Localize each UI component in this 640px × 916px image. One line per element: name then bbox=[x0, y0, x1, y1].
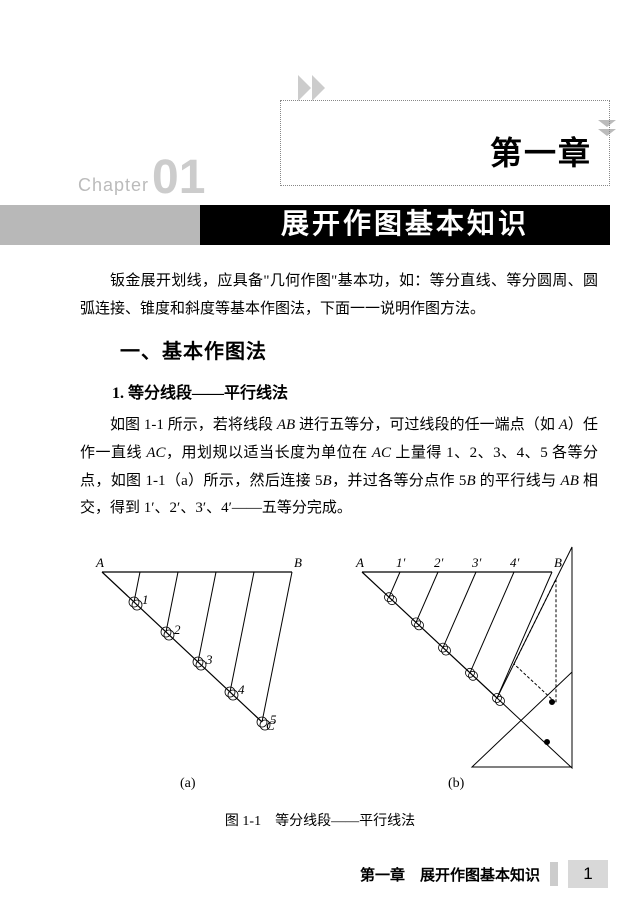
chapter-label-en: Chapter bbox=[78, 175, 149, 196]
svg-text:B: B bbox=[294, 555, 302, 570]
figure-label-b: (b) bbox=[448, 776, 464, 792]
figure-svg: AB C 12345 AB 1′2′3′4′ bbox=[72, 542, 592, 792]
svg-text:A: A bbox=[95, 555, 104, 570]
svg-text:2′: 2′ bbox=[434, 555, 444, 570]
svg-text:1: 1 bbox=[142, 592, 149, 607]
chapter-number-cn: 第一章 bbox=[490, 128, 592, 174]
svg-text:B: B bbox=[554, 555, 562, 570]
figure-label-a: (a) bbox=[180, 776, 196, 792]
chapter-title: 展开作图基本知识 bbox=[200, 205, 610, 245]
svg-text:3′: 3′ bbox=[471, 555, 482, 570]
svg-text:4′: 4′ bbox=[510, 555, 520, 570]
svg-text:4: 4 bbox=[238, 682, 245, 697]
subsection-heading-1: 1. 等分线段——平行线法 bbox=[112, 379, 598, 409]
page-number: 1 bbox=[568, 860, 608, 888]
svg-text:2: 2 bbox=[174, 622, 181, 637]
svg-text:3: 3 bbox=[205, 652, 213, 667]
svg-text:1′: 1′ bbox=[396, 555, 406, 570]
page-footer: 第一章 展开作图基本知识 1 bbox=[360, 860, 608, 888]
footer-chapter-title: 第一章 展开作图基本知识 bbox=[360, 864, 540, 885]
intro-paragraph: 钣金展开划线，应具备"几何作图"基本功，如：等分直线、等分圆周、圆弧连接、锥度和… bbox=[80, 268, 598, 324]
section-heading-1: 一、基本作图法 bbox=[120, 334, 598, 371]
svg-text:5: 5 bbox=[270, 712, 277, 727]
figure-caption: 图 1-1 等分线段——平行线法 bbox=[0, 810, 640, 830]
svg-text:A: A bbox=[355, 555, 364, 570]
chapter-number: 01 bbox=[152, 150, 205, 205]
footer-divider bbox=[550, 862, 558, 886]
figure-1-1: AB C 12345 AB 1′2′3′4′ (a) (b) bbox=[72, 542, 598, 802]
chapter-header: 第一章 Chapter 01 bbox=[0, 0, 640, 200]
body-content: 钣金展开划线，应具备"几何作图"基本功，如：等分直线、等分圆周、圆弧连接、锥度和… bbox=[80, 268, 598, 523]
subsection-body-1: 如图 1-1 所示，若将线段 AB 进行五等分，可过线段的任一端点（如 A）任作… bbox=[80, 412, 598, 523]
